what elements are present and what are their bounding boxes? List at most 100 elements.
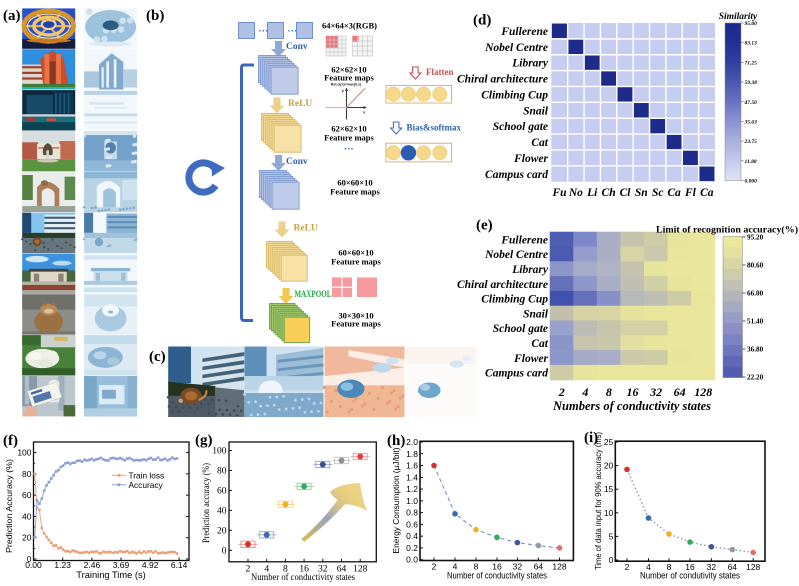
svg-text:Library: Library [511, 264, 549, 276]
svg-text:95.00: 95.00 [745, 21, 758, 27]
svg-text:···: ··· [344, 144, 354, 155]
svg-text:Campus card: Campus card [485, 169, 548, 181]
svg-text:Fu: Fu [551, 187, 567, 199]
svg-text:Cl: Cl [620, 187, 632, 199]
svg-text:20: 20 [604, 461, 614, 471]
svg-text:Accuracy: Accuracy [129, 480, 164, 490]
svg-text:128: 128 [552, 562, 566, 572]
svg-text:Climbing Cup: Climbing Cup [481, 89, 548, 101]
svg-text:64×64×3(RGB): 64×64×3(RGB) [322, 21, 377, 31]
svg-text:35.63: 35.63 [744, 119, 758, 125]
svg-text:MAXPOOL: MAXPOOL [295, 289, 332, 299]
svg-text:0.00: 0.00 [25, 560, 42, 570]
svg-text:20: 20 [22, 533, 32, 543]
svg-text:y: y [341, 88, 345, 93]
svg-text:60×60×10: 60×60×10 [338, 248, 373, 258]
svg-text:100: 100 [17, 448, 31, 458]
svg-text:Library: Library [511, 58, 549, 70]
svg-text:16: 16 [685, 562, 695, 572]
svg-text:(g): (g) [195, 433, 213, 449]
svg-text:Flower: Flower [513, 153, 548, 165]
svg-text:80: 80 [217, 467, 227, 477]
svg-text:1.6: 1.6 [406, 461, 418, 471]
svg-text:ReLU: ReLU [288, 99, 312, 109]
svg-text:1.2: 1.2 [406, 484, 418, 494]
svg-text:Snail: Snail [523, 308, 549, 320]
svg-text:Number of condutivity states: Number of condutivity states [640, 571, 740, 581]
svg-text:Snail: Snail [523, 105, 549, 117]
svg-text:22.20: 22.20 [747, 374, 764, 382]
svg-text:8: 8 [474, 562, 479, 572]
svg-text:25: 25 [604, 437, 614, 447]
svg-text:Feature maps: Feature maps [324, 73, 374, 83]
svg-text:8: 8 [667, 562, 672, 572]
svg-text:66.00: 66.00 [747, 290, 764, 298]
svg-text:23.75: 23.75 [744, 139, 758, 145]
svg-text:x: x [362, 109, 366, 114]
svg-text:Ca: Ca [667, 187, 681, 199]
svg-text:60: 60 [217, 487, 227, 497]
svg-text:Chiral architecture: Chiral architecture [457, 74, 548, 86]
svg-text:Ch: Ch [602, 187, 616, 199]
svg-text:47.50: 47.50 [744, 100, 758, 106]
svg-text:Flatten: Flatten [426, 67, 454, 77]
svg-text:Fullerene: Fullerene [500, 234, 548, 246]
svg-text:(e): (e) [476, 218, 493, 234]
svg-text:8: 8 [283, 564, 288, 574]
svg-text:Train loss: Train loss [129, 470, 165, 480]
svg-text:10: 10 [604, 508, 614, 518]
svg-text:1.4: 1.4 [406, 472, 418, 482]
svg-text:32: 32 [707, 562, 717, 572]
svg-text:0.8: 0.8 [406, 508, 418, 518]
svg-text:5: 5 [609, 531, 614, 541]
svg-text:4: 4 [453, 562, 458, 572]
svg-text:64: 64 [534, 562, 544, 572]
svg-text:128: 128 [746, 562, 760, 572]
svg-text:···: ··· [288, 26, 298, 37]
svg-text:8: 8 [606, 385, 612, 399]
svg-text:1.0: 1.0 [406, 496, 418, 506]
svg-text:Conv: Conv [286, 42, 308, 52]
svg-text:0.6: 0.6 [406, 519, 418, 529]
svg-text:1.23: 1.23 [54, 560, 71, 570]
svg-text:···: ··· [259, 26, 269, 37]
svg-text:100: 100 [212, 447, 227, 457]
svg-text:11.88: 11.88 [745, 159, 757, 165]
svg-text:Flower: Flower [513, 353, 548, 365]
svg-text:(f): (f) [3, 433, 18, 449]
svg-text:4: 4 [646, 562, 651, 572]
svg-text:ReLU(x)=max(0,x): ReLU(x)=max(0,x) [331, 83, 362, 87]
svg-text:64: 64 [674, 385, 686, 399]
svg-text:0: 0 [609, 555, 614, 565]
svg-text:32: 32 [513, 562, 523, 572]
svg-text:Ca: Ca [700, 187, 714, 199]
svg-text:Limit of recognition accuracy(: Limit of recognition accuracy(%) [656, 225, 798, 236]
svg-text:Numbers of conductivity states: Numbers of conductivity states [552, 399, 711, 413]
svg-text:Fullerene: Fullerene [500, 26, 548, 38]
svg-text:4: 4 [264, 564, 269, 574]
svg-text:Energy Consumption (μJ/bit): Energy Consumption (μJ/bit) [391, 447, 401, 553]
svg-text:0: 0 [222, 547, 227, 557]
svg-text:Nobel Centre: Nobel Centre [484, 249, 548, 261]
svg-text:Fl: Fl [684, 187, 697, 199]
svg-text:2.0: 2.0 [406, 437, 418, 447]
svg-text:(d): (d) [473, 13, 491, 29]
svg-text:Training Time (s): Training Time (s) [76, 570, 145, 580]
svg-text:Number of conductivity states: Number of conductivity states [251, 572, 355, 583]
svg-text:62×62×10: 62×62×10 [331, 65, 366, 75]
svg-text:Li: Li [586, 187, 598, 199]
svg-text:No: No [568, 187, 583, 199]
svg-text:64: 64 [728, 562, 738, 572]
svg-text:Chiral architecture: Chiral architecture [457, 279, 548, 291]
svg-text:40: 40 [217, 507, 227, 517]
svg-text:Sc: Sc [652, 187, 664, 199]
svg-text:80: 80 [22, 469, 32, 479]
svg-text:Sn: Sn [635, 187, 648, 199]
svg-text:ReLU: ReLU [294, 224, 318, 234]
svg-text:3.69: 3.69 [113, 560, 130, 570]
svg-text:60×60×10: 60×60×10 [337, 178, 372, 188]
svg-text:36.80: 36.80 [747, 346, 764, 354]
svg-text:Feature maps: Feature maps [330, 187, 380, 197]
svg-text:40: 40 [22, 511, 32, 521]
svg-text:2.46: 2.46 [84, 560, 101, 570]
